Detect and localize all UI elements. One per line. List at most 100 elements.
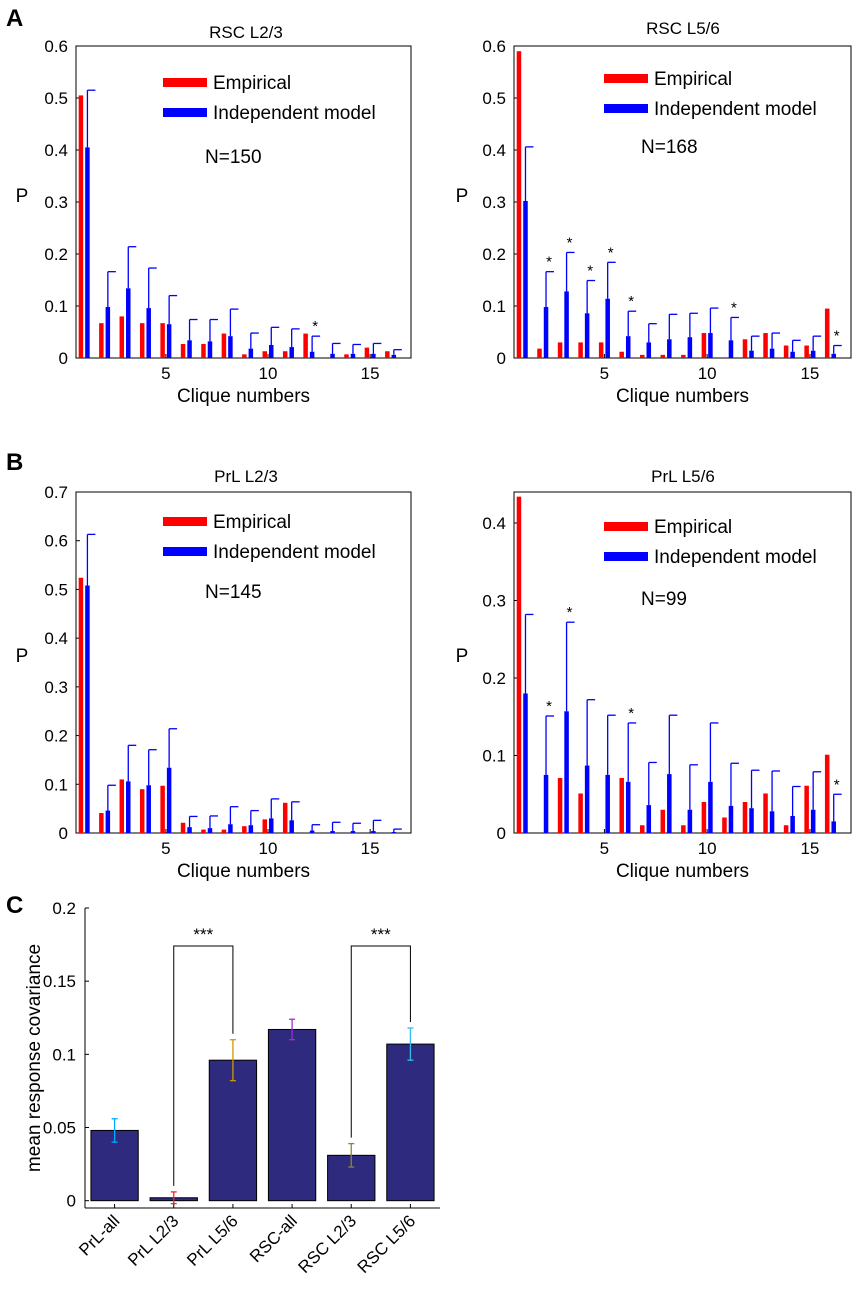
- empirical-bar: [742, 802, 748, 833]
- significance-star: *: [834, 776, 840, 793]
- empirical-bar: [385, 351, 390, 358]
- y-tick-label: 0.6: [44, 532, 68, 551]
- significance-star: *: [731, 299, 737, 316]
- x-axis-label: Clique numbers: [616, 386, 749, 407]
- chart-rsc-l56: 0 0.1 0.2 0.3 0.4 0.5 0.6 5 10 15 Clique numbers P R…: [456, 19, 852, 407]
- empirical-bar: [681, 825, 686, 833]
- y-tick-label: 0.3: [44, 678, 68, 697]
- significance-star: *: [567, 234, 573, 251]
- y-axis-label: mean response covariance: [24, 944, 45, 1172]
- model-bar: [810, 350, 816, 358]
- x-tick-label: 10: [698, 839, 717, 858]
- x-tick-label: 15: [361, 364, 380, 383]
- category-label: RSC-all: [246, 1211, 301, 1266]
- empirical-bar: [824, 308, 830, 358]
- y-tick-label: 0.2: [44, 245, 68, 264]
- model-bar: [207, 341, 213, 358]
- model-bar: [105, 307, 111, 358]
- empirical-bar: [221, 829, 227, 833]
- category-label: RSC L2/3: [295, 1211, 361, 1277]
- empirical-bar: [557, 342, 563, 358]
- empirical-bar: [537, 348, 542, 358]
- legend-label-model: Independent model: [654, 99, 817, 120]
- empirical-bar: [578, 342, 583, 358]
- chart-rsc-l23: 0 0.1 0.2 0.3 0.4 0.5 0.6 5 10 15 Clique numbers P R…: [16, 23, 412, 407]
- significance-bracket: [173, 945, 234, 1186]
- y-tick-label: 0: [59, 349, 68, 368]
- y-tick-label: 0.5: [482, 89, 506, 108]
- legend-label-empirical: Empirical: [213, 512, 291, 533]
- model-bar: [749, 350, 754, 358]
- sample-size-label: N=99: [641, 589, 687, 610]
- model-bar: [687, 337, 693, 358]
- covariance-bar: [386, 1043, 435, 1202]
- legend-swatch-empirical: [163, 517, 207, 526]
- model-bar: [564, 711, 569, 833]
- y-tick-label: 0: [497, 349, 506, 368]
- model-bar: [831, 821, 836, 833]
- model-bar: [667, 774, 672, 833]
- significance-star: *: [628, 293, 634, 310]
- model-bar: [371, 353, 376, 358]
- model-bar: [728, 805, 734, 833]
- model-bar: [350, 831, 356, 833]
- x-tick-label: 5: [600, 364, 609, 383]
- model-bar: [228, 824, 233, 833]
- empirical-bar: [99, 813, 104, 833]
- y-tick-label: 0.2: [482, 669, 506, 688]
- model-bar: [350, 353, 356, 358]
- empirical-bar: [660, 354, 666, 358]
- legend-label-empirical: Empirical: [213, 73, 291, 94]
- model-bar: [687, 809, 693, 833]
- empirical-bar: [262, 819, 268, 833]
- significance-star: *: [312, 318, 318, 335]
- legend-label-empirical: Empirical: [654, 69, 732, 90]
- model-bar: [543, 774, 549, 833]
- chart-prl-l23: 0 0.1 0.2 0.3 0.4 0.5 0.6 0.7 5 10 15 Clique number…: [16, 467, 412, 882]
- y-tick-label: 0.1: [482, 747, 506, 766]
- y-tick-label: 0.5: [44, 580, 68, 599]
- significance-star: *: [834, 328, 840, 345]
- empirical-bar: [619, 777, 624, 833]
- empirical-bar: [221, 333, 227, 358]
- model-bar: [248, 348, 254, 358]
- category-label: RSC L5/6: [354, 1211, 420, 1277]
- empirical-bar: [201, 829, 206, 833]
- empirical-bar: [804, 785, 809, 833]
- legend-swatch-empirical: [163, 78, 207, 87]
- x-tick-label: 10: [259, 839, 278, 858]
- empirical-bar: [783, 345, 789, 358]
- empirical-bar: [763, 333, 768, 358]
- empirical-bar: [262, 351, 268, 358]
- model-bar: [391, 832, 397, 833]
- x-tick-label: 15: [800, 364, 819, 383]
- y-tick-label: 0.2: [482, 245, 506, 264]
- y-tick-label: 0.3: [482, 592, 506, 611]
- model-bar: [523, 200, 528, 358]
- x-axis-label: Clique numbers: [177, 386, 310, 407]
- significance-star: *: [546, 698, 552, 715]
- panel-label-b: B: [6, 449, 23, 476]
- model-bar: [269, 345, 274, 358]
- significance-label: ***: [193, 925, 213, 944]
- x-tick-label: 15: [361, 839, 380, 858]
- empirical-bar: [242, 826, 247, 833]
- legend-swatch-model: [604, 104, 648, 113]
- y-tick-label: 0.1: [52, 1045, 76, 1064]
- category-label: PrL-all: [75, 1211, 123, 1259]
- empirical-bar: [701, 802, 707, 833]
- significance-star: *: [608, 244, 614, 261]
- sample-size-label: N=168: [641, 137, 698, 158]
- y-tick-label: 0.4: [482, 141, 506, 160]
- y-tick-label: 0.6: [482, 37, 506, 56]
- x-tick-label: 5: [161, 364, 170, 383]
- y-tick-label: 0.4: [44, 141, 68, 160]
- sample-size-label: N=145: [205, 582, 262, 603]
- empirical-bar: [344, 354, 349, 358]
- significance-label: ***: [371, 925, 391, 944]
- empirical-bar: [763, 793, 768, 833]
- model-bar: [166, 324, 172, 358]
- empirical-bar: [119, 316, 125, 358]
- empirical-bar: [598, 342, 604, 358]
